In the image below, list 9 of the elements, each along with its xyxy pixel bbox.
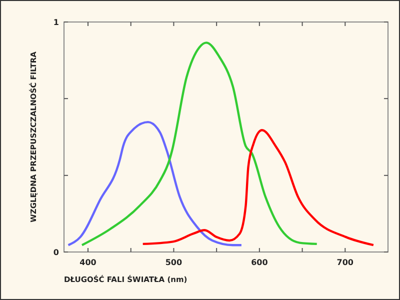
y-tick-label: 0 bbox=[53, 248, 60, 257]
x-tick-label: 700 bbox=[336, 258, 354, 267]
y-tick-label: 1 bbox=[53, 18, 60, 27]
x-tick-label: 500 bbox=[165, 258, 182, 267]
x-tick-label: 400 bbox=[80, 258, 97, 267]
line-series bbox=[80, 42, 318, 246]
line-series bbox=[67, 120, 243, 246]
line-series bbox=[142, 129, 375, 246]
x-tick-label: 600 bbox=[251, 258, 268, 267]
